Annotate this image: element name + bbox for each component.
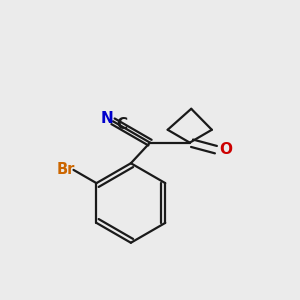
- Text: O: O: [219, 142, 232, 157]
- Text: Br: Br: [57, 162, 75, 177]
- Text: C: C: [116, 117, 128, 132]
- Text: N: N: [100, 111, 113, 126]
